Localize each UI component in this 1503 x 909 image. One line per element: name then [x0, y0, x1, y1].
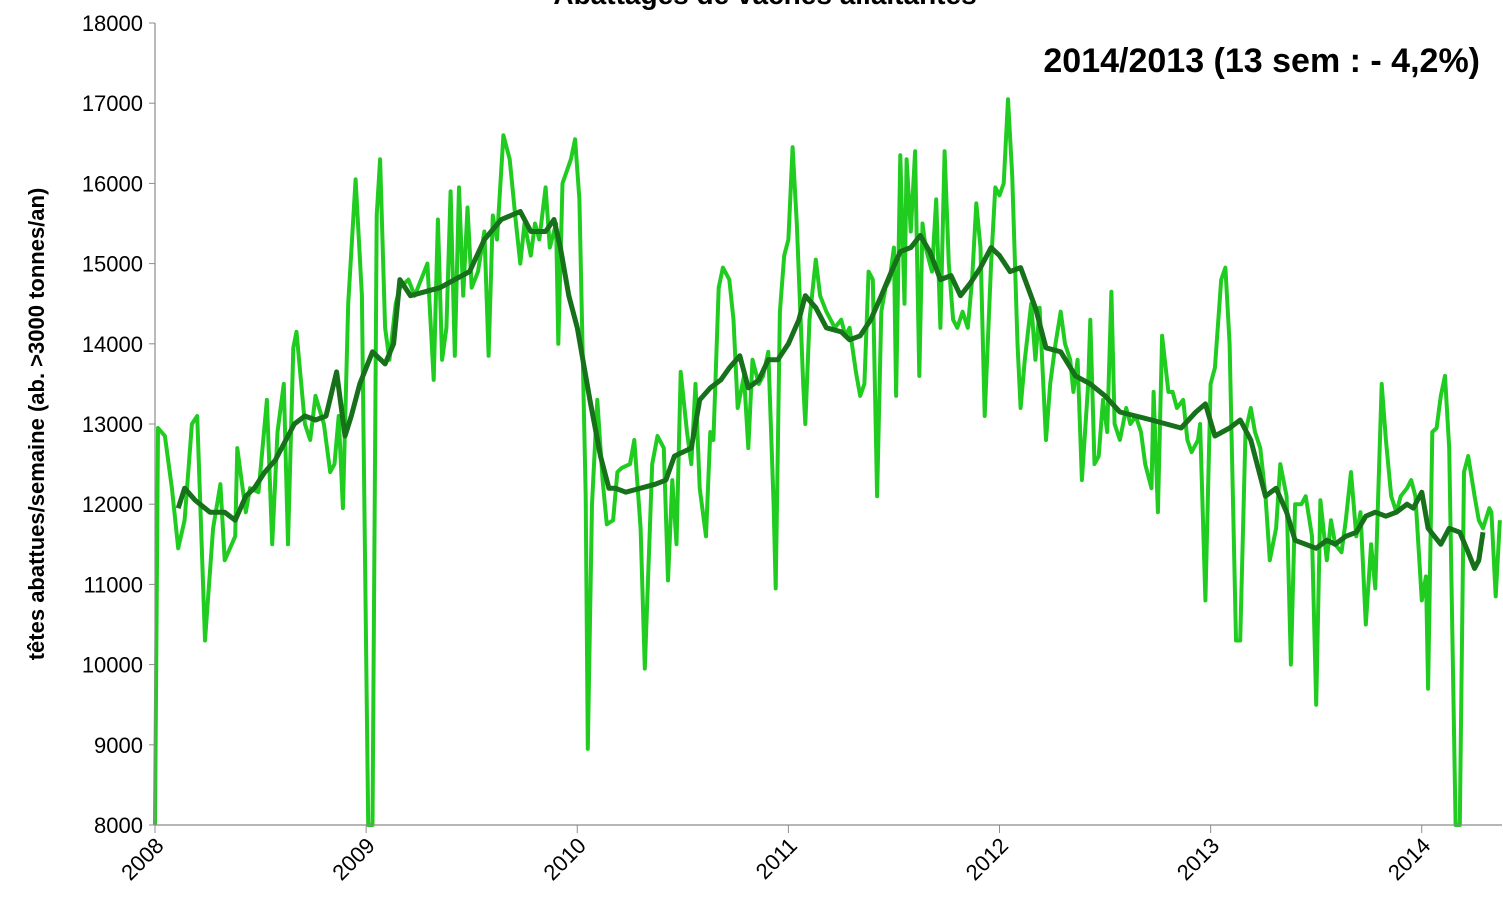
x-tick-label: 2012: [961, 833, 1013, 885]
y-tick-label: 8000: [94, 813, 143, 838]
y-tick-label: 16000: [82, 171, 143, 196]
annotation: 2014/2013 (13 sem : - 4,2%): [1043, 42, 1480, 80]
x-tick-label: 2013: [1172, 833, 1224, 885]
y-tick-label: 9000: [94, 733, 143, 758]
y-axis-label: têtes abattues/semaine (ab. >3000 tonnes…: [24, 188, 49, 661]
x-tick-label: 2008: [116, 833, 168, 885]
y-tick-label: 15000: [82, 252, 143, 277]
x-tick-label: 2010: [538, 833, 590, 885]
y-tick-label: 12000: [82, 492, 143, 517]
y-tick-label: 10000: [82, 653, 143, 678]
x-tick-label: 2009: [327, 833, 379, 885]
y-tick-label: 18000: [82, 11, 143, 36]
plot: [153, 97, 1502, 827]
axes: 8000 9000 10000 11000 12000 13000 14000 15000 16…: [82, 11, 1502, 885]
y-tick-label: 17000: [82, 91, 143, 116]
line-series: [153, 97, 1502, 827]
line-series: [175, 209, 1486, 571]
chart-title: Abattages de vaches allaitantes: [553, 0, 976, 10]
y-tick-label: 13000: [82, 412, 143, 437]
y-tick-label: 11000: [83, 572, 143, 597]
x-tick-label: 2011: [751, 833, 802, 884]
x-tick-label: 2014: [1383, 833, 1435, 885]
y-tick-label: 14000: [82, 332, 143, 357]
